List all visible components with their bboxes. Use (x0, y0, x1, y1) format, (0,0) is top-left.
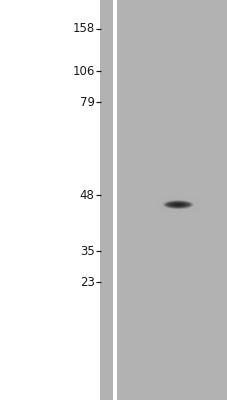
Text: 79: 79 (79, 96, 94, 108)
Bar (100, 0, 112, 400)
Text: 158: 158 (72, 22, 94, 35)
Bar (117, 0, 227, 400)
Text: 106: 106 (72, 65, 94, 78)
Bar (112, 0, 117, 400)
Text: 35: 35 (79, 245, 94, 258)
Text: 48: 48 (79, 189, 94, 202)
Text: 23: 23 (79, 276, 94, 288)
